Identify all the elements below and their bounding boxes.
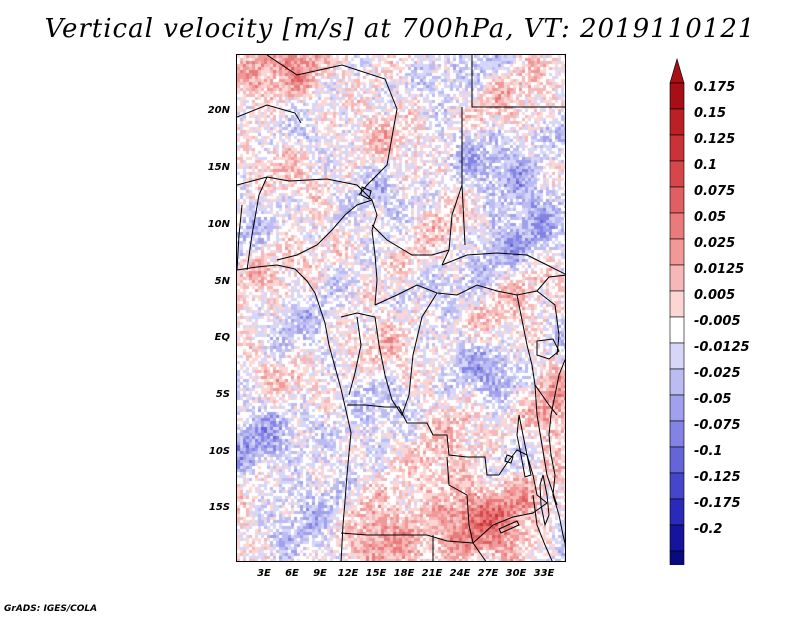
lon-tick-27e: 27E	[477, 568, 499, 579]
border-zambia-mozambique	[472, 502, 548, 544]
colorbar-top-arrow	[669, 57, 685, 84]
colorbar-segment	[669, 82, 685, 110]
lat-tick-eq: EQ	[214, 332, 230, 343]
border-niger-nigeria	[237, 176, 373, 201]
border-sudan-southsudan	[441, 252, 565, 275]
colorbar-label-01: 0.1	[694, 158, 718, 173]
colorbar-label-015: 0.15	[694, 106, 727, 121]
lat-tick-5n: 5N	[214, 276, 230, 287]
lat-tick-10s: 10S	[208, 446, 230, 457]
colorbar-segment	[669, 212, 685, 240]
colorbar-segment	[669, 316, 685, 344]
border-chad-sudan	[441, 184, 463, 266]
lat-tick-10n: 10N	[207, 219, 230, 230]
border-benin-nigeria	[246, 176, 268, 271]
colorbar-label-neg005: -0.05	[694, 392, 732, 407]
colorbar-label-0175: 0.175	[694, 80, 736, 95]
lat-tick-15n: 15N	[207, 162, 230, 173]
colorbar-label-neg0025: -0.025	[694, 366, 741, 381]
border-tanzania	[534, 384, 558, 416]
lon-tick-24e: 24E	[449, 568, 471, 579]
colorbar-segment	[669, 498, 685, 526]
lat-tick-15s: 15S	[208, 502, 230, 513]
border-niger-algeria	[237, 104, 302, 124]
lake-tanganyika	[516, 414, 532, 478]
colorbar-segment	[669, 264, 685, 292]
coastline-west	[237, 264, 352, 561]
colorbar-segment	[669, 472, 685, 500]
border-congo-drc	[374, 292, 438, 417]
border-nigeria-cameroon	[276, 199, 378, 261]
lake-mweru	[504, 454, 514, 464]
colorbar-segment	[669, 446, 685, 474]
border-cameroon-gabon	[340, 312, 376, 318]
lake-malawi	[539, 474, 550, 527]
colorbar-segment	[669, 290, 685, 318]
colorbar-label-0125: 0.125	[694, 132, 736, 147]
colorbar-label-005: 0.05	[694, 210, 727, 225]
colorbar-label-0025: 0.025	[694, 236, 736, 251]
border-uganda-kenya	[536, 290, 560, 356]
colorbar-label-neg02: -0.2	[694, 522, 723, 537]
colorbar-segment	[669, 420, 685, 448]
colorbar-label-0075: 0.075	[694, 184, 736, 199]
colorbar-segment	[669, 368, 685, 396]
colorbar-label-neg0175: -0.175	[694, 496, 741, 511]
lon-tick-9e: 9E	[313, 568, 327, 579]
lake-kariba	[498, 520, 520, 534]
colorbar-segment	[669, 160, 685, 188]
colorbar-label-neg0075: -0.075	[694, 418, 741, 433]
colorbar-segment	[669, 238, 685, 266]
colorbar-segment	[669, 524, 685, 552]
border-zambia-zimbabwe	[472, 542, 487, 561]
colorbar-segment	[669, 134, 685, 162]
lon-tick-33e: 33E	[533, 568, 555, 579]
lon-tick-6e: 6E	[285, 568, 299, 579]
country-boundaries	[237, 55, 565, 561]
colorbar-label-neg01: -0.1	[694, 444, 723, 459]
colorbar-segment	[669, 394, 685, 422]
border-libya-egypt	[471, 55, 565, 108]
border-angola-drc	[347, 404, 499, 476]
lon-tick-21e: 21E	[421, 568, 443, 579]
lon-tick-18e: 18E	[393, 568, 415, 579]
colorbar-label-neg0125: -0.125	[694, 470, 741, 485]
border-car-drc	[374, 284, 538, 306]
vertical-velocity-field	[237, 55, 565, 561]
colorbar-segment	[669, 550, 685, 565]
border-egypt-sudan	[461, 107, 466, 246]
border-gabon-congo	[348, 316, 362, 396]
coastline-east	[548, 358, 565, 546]
border-angola-namibia	[340, 532, 474, 544]
lake-chad	[360, 186, 372, 200]
map-title: Vertical velocity [m/s] at 700hPa, VT: 2…	[44, 14, 756, 44]
lake-victoria	[536, 338, 560, 360]
border-angola-zambia	[446, 456, 474, 544]
colorbar-label-neg00125: -0.0125	[694, 340, 750, 355]
lat-tick-5s: 5S	[215, 389, 230, 400]
colorbar-label-0005: 0.005	[694, 288, 736, 303]
lon-tick-12e: 12E	[337, 568, 359, 579]
lat-tick-20n: 20N	[207, 105, 230, 116]
border-malawi	[532, 494, 553, 561]
colorbar-segment	[669, 108, 685, 136]
lon-tick-15e: 15E	[365, 568, 387, 579]
border-benin-togo	[237, 204, 243, 271]
colorbar-label-00125: 0.0125	[694, 262, 745, 277]
colorbar-segment	[669, 342, 685, 370]
border-cameroon-car	[371, 229, 378, 306]
colorbar-segment	[669, 186, 685, 214]
colorbar	[669, 57, 685, 565]
border-drc-uganda	[516, 294, 558, 506]
border-niger-libya	[266, 55, 398, 196]
grads-credit: GrADS: IGES/COLA	[4, 604, 98, 614]
lon-tick-3e: 3E	[257, 568, 271, 579]
lon-tick-30e: 30E	[505, 568, 527, 579]
map-panel	[236, 54, 566, 562]
border-southsudan-ethiopia	[536, 274, 565, 292]
border-chad-car	[371, 224, 450, 256]
colorbar-label-neg0005: -0.005	[694, 314, 741, 329]
